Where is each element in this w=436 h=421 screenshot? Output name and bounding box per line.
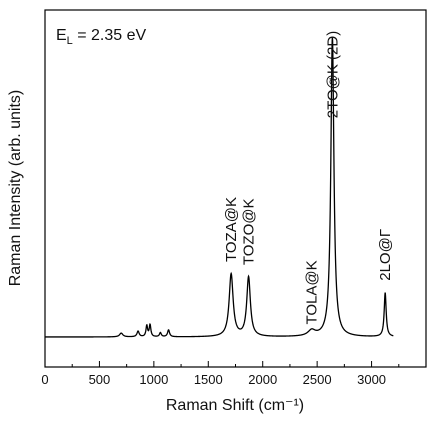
plot-frame xyxy=(44,9,427,368)
peak-annotation: 2LO@Γ xyxy=(377,229,394,281)
energy-label-subscript: L xyxy=(67,35,73,47)
peak-annotation: TOLA@K xyxy=(304,260,321,324)
x-tick-label: 1000 xyxy=(139,372,168,387)
energy-label: EL = 2.35 eV xyxy=(56,27,147,47)
x-axis-ticks xyxy=(44,361,427,367)
raman-spectrum-line xyxy=(45,36,394,338)
peak-annotation: TOZA@K xyxy=(223,197,240,262)
peak-annotation: 2TO@K (2D) xyxy=(324,31,341,118)
x-axis-tick-labels: 0 500 1000 1500 2000 2500 3000 xyxy=(41,372,386,387)
x-tick-label: 2000 xyxy=(248,372,277,387)
energy-label-rest: = 2.35 eV xyxy=(73,27,147,44)
energy-label-main: E xyxy=(56,27,67,44)
x-axis-title: Raman Shift (cm⁻¹) xyxy=(166,397,304,414)
x-tick-label: 1500 xyxy=(194,372,223,387)
x-tick-label: 0 xyxy=(41,372,48,387)
x-tick-label: 3000 xyxy=(357,372,386,387)
x-tick-label: 500 xyxy=(89,372,111,387)
y-axis-title: Raman Intensity (arb. units) xyxy=(7,90,24,287)
peak-annotations: TOZA@K TOZO@K TOLA@K 2TO@K (2D) 2LO@Γ xyxy=(223,31,394,325)
peak-annotation: TOZO@K xyxy=(241,199,258,266)
x-tick-label: 2500 xyxy=(303,372,332,387)
